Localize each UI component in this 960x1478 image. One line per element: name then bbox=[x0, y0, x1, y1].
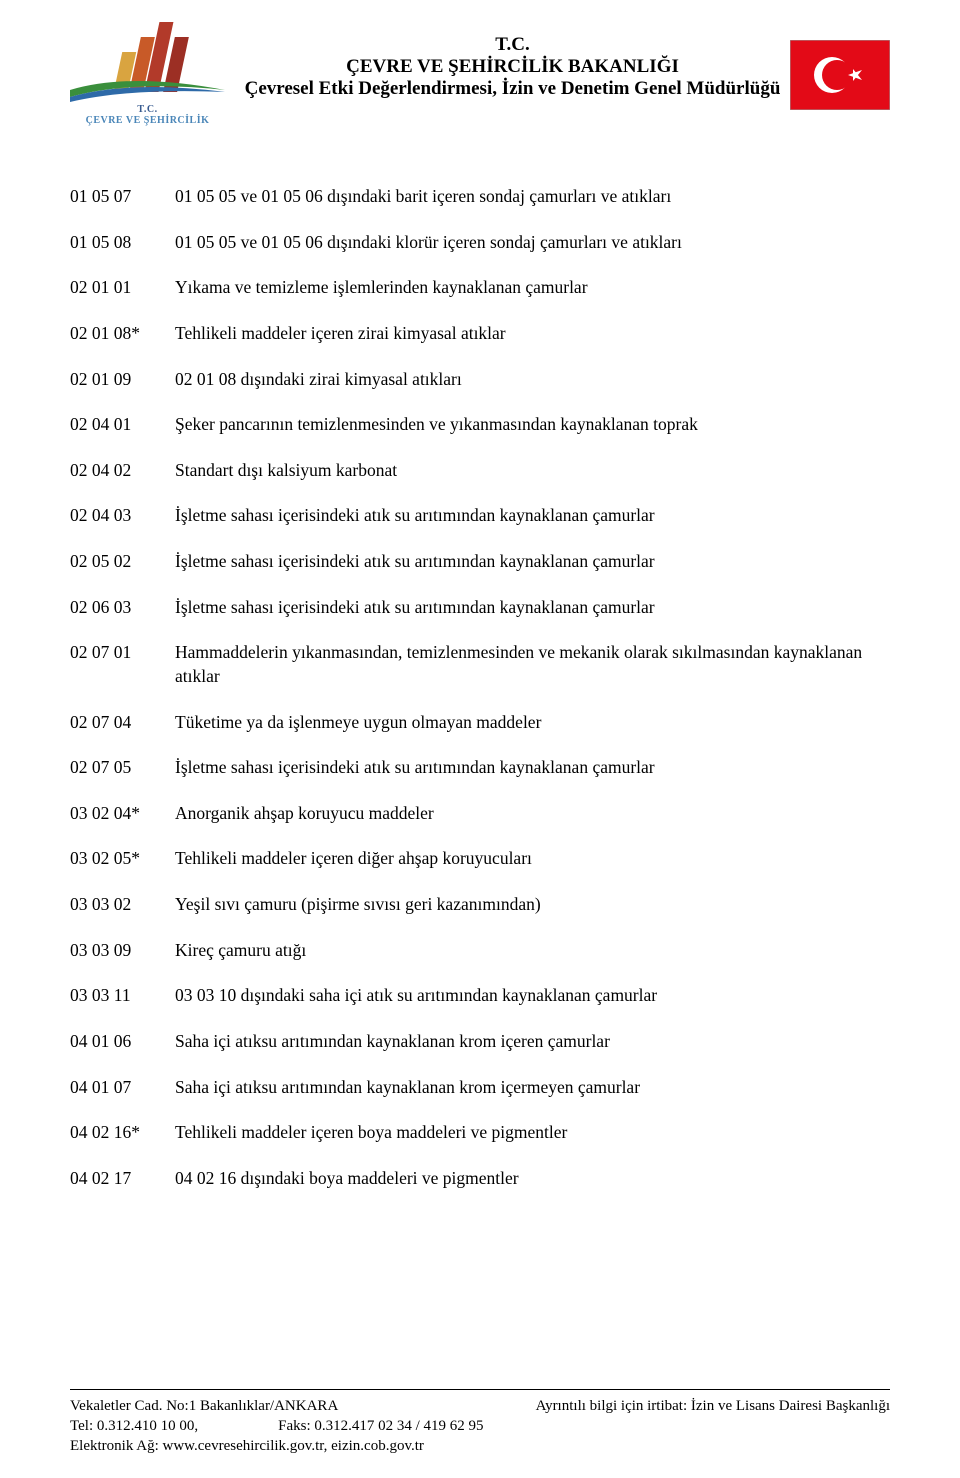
waste-code: 01 05 07 bbox=[70, 185, 175, 209]
table-row: 03 03 02Yeşil sıvı çamuru (pişirme sıvıs… bbox=[70, 893, 890, 917]
logo-tc-text: T.C. bbox=[137, 104, 157, 115]
waste-code: 02 07 01 bbox=[70, 641, 175, 665]
waste-description: Saha içi atıksu arıtımından kaynaklanan … bbox=[175, 1030, 890, 1054]
ministry-logo: T.C. ÇEVRE VE ŞEHİRCİLİK bbox=[70, 20, 225, 135]
waste-code: 02 01 08* bbox=[70, 322, 175, 346]
footer-line-1: Vekaletler Cad. No:1 Bakanlıklar/ANKARA … bbox=[70, 1398, 890, 1415]
waste-description: 04 02 16 dışındaki boya maddeleri ve pig… bbox=[175, 1167, 890, 1191]
waste-code: 02 07 04 bbox=[70, 711, 175, 735]
footer-line-3: Elektronik Ağ: www.cevresehircilik.gov.t… bbox=[70, 1438, 890, 1455]
table-row: 02 01 08*Tehlikeli maddeler içeren zirai… bbox=[70, 322, 890, 346]
footer-web: Elektronik Ağ: www.cevresehircilik.gov.t… bbox=[70, 1438, 424, 1455]
header-line2: ÇEVRE VE ŞEHİRCİLİK BAKANLIĞI bbox=[240, 56, 785, 78]
waste-description: İşletme sahası içerisindeki atık su arıt… bbox=[175, 504, 890, 528]
table-row: 02 01 0902 01 08 dışındaki zirai kimyasa… bbox=[70, 368, 890, 392]
waste-code: 02 07 05 bbox=[70, 756, 175, 780]
table-row: 02 04 01Şeker pancarının temizlenmesinde… bbox=[70, 413, 890, 437]
waste-description: 02 01 08 dışındaki zirai kimyasal atıkla… bbox=[175, 368, 890, 392]
header-line3: Çevresel Etki Değerlendirmesi, İzin ve D… bbox=[240, 78, 785, 100]
waste-description: Kireç çamuru atığı bbox=[175, 939, 890, 963]
table-row: 02 07 05İşletme sahası içerisindeki atık… bbox=[70, 756, 890, 780]
table-row: 04 02 16*Tehlikeli maddeler içeren boya … bbox=[70, 1121, 890, 1145]
header-title-block: T.C. ÇEVRE VE ŞEHİRCİLİK BAKANLIĞI Çevre… bbox=[230, 20, 785, 100]
table-row: 02 04 02Standart dışı kalsiyum karbonat bbox=[70, 459, 890, 483]
waste-code: 02 06 03 bbox=[70, 596, 175, 620]
waste-code: 03 03 11 bbox=[70, 984, 175, 1008]
waste-description: 03 03 10 dışındaki saha içi atık su arıt… bbox=[175, 984, 890, 1008]
waste-code: 04 01 06 bbox=[70, 1030, 175, 1054]
footer-fax: Faks: 0.312.417 02 34 / 419 62 95 bbox=[278, 1418, 483, 1435]
waste-description: 01 05 05 ve 01 05 06 dışındaki barit içe… bbox=[175, 185, 890, 209]
table-row: 04 01 07Saha içi atıksu arıtımından kayn… bbox=[70, 1076, 890, 1100]
table-row: 02 06 03İşletme sahası içerisindeki atık… bbox=[70, 596, 890, 620]
table-row: 01 05 0701 05 05 ve 01 05 06 dışındaki b… bbox=[70, 185, 890, 209]
waste-code: 03 03 09 bbox=[70, 939, 175, 963]
table-row: 01 05 0801 05 05 ve 01 05 06 dışındaki k… bbox=[70, 231, 890, 255]
waste-code: 04 02 17 bbox=[70, 1167, 175, 1191]
waste-description: Yeşil sıvı çamuru (pişirme sıvısı geri k… bbox=[175, 893, 890, 917]
logo-swoosh-icon bbox=[70, 72, 225, 102]
table-row: 02 01 01Yıkama ve temizleme işlemlerinde… bbox=[70, 276, 890, 300]
waste-description: Şeker pancarının temizlenmesinden ve yık… bbox=[175, 413, 890, 437]
table-row: 02 07 01Hammaddelerin yıkanmasından, tem… bbox=[70, 641, 890, 688]
waste-code: 02 01 09 bbox=[70, 368, 175, 392]
waste-description: Standart dışı kalsiyum karbonat bbox=[175, 459, 890, 483]
page-header: T.C. ÇEVRE VE ŞEHİRCİLİK T.C. ÇEVRE VE Ş… bbox=[70, 20, 890, 135]
table-row: 02 05 02İşletme sahası içerisindeki atık… bbox=[70, 550, 890, 574]
waste-code: 03 02 05* bbox=[70, 847, 175, 871]
waste-code: 02 04 03 bbox=[70, 504, 175, 528]
waste-code: 02 01 01 bbox=[70, 276, 175, 300]
waste-description: Tehlikeli maddeler içeren boya maddeleri… bbox=[175, 1121, 890, 1145]
waste-code: 02 05 02 bbox=[70, 550, 175, 574]
footer-contact: Ayrıntılı bilgi için irtibat: İzin ve Li… bbox=[536, 1398, 890, 1415]
table-row: 04 02 1704 02 16 dışındaki boya maddeler… bbox=[70, 1167, 890, 1191]
waste-code: 03 02 04* bbox=[70, 802, 175, 826]
waste-code: 01 05 08 bbox=[70, 231, 175, 255]
logo-caption: T.C. ÇEVRE VE ŞEHİRCİLİK bbox=[70, 104, 225, 126]
footer-tel: Tel: 0.312.410 10 00, bbox=[70, 1418, 198, 1435]
header-line1: T.C. bbox=[240, 34, 785, 56]
table-row: 03 03 09Kireç çamuru atığı bbox=[70, 939, 890, 963]
table-row: 04 01 06Saha içi atıksu arıtımından kayn… bbox=[70, 1030, 890, 1054]
table-row: 02 07 04Tüketime ya da işlenmeye uygun o… bbox=[70, 711, 890, 735]
waste-description: Hammaddelerin yıkanmasından, temizlenmes… bbox=[175, 641, 890, 688]
table-row: 02 04 03İşletme sahası içerisindeki atık… bbox=[70, 504, 890, 528]
waste-description: Tehlikeli maddeler içeren zirai kimyasal… bbox=[175, 322, 890, 346]
table-row: 03 02 05*Tehlikeli maddeler içeren diğer… bbox=[70, 847, 890, 871]
page-footer: Vekaletler Cad. No:1 Bakanlıklar/ANKARA … bbox=[70, 1389, 890, 1458]
waste-description: İşletme sahası içerisindeki atık su arıt… bbox=[175, 596, 890, 620]
waste-description: Tehlikeli maddeler içeren diğer ahşap ko… bbox=[175, 847, 890, 871]
footer-divider bbox=[70, 1389, 890, 1390]
waste-description: 01 05 05 ve 01 05 06 dışındaki klorür iç… bbox=[175, 231, 890, 255]
footer-address: Vekaletler Cad. No:1 Bakanlıklar/ANKARA bbox=[70, 1398, 338, 1415]
turkish-flag-icon bbox=[790, 40, 890, 110]
footer-line-2: Tel: 0.312.410 10 00, Faks: 0.312.417 02… bbox=[70, 1418, 890, 1435]
waste-description: Saha içi atıksu arıtımından kaynaklanan … bbox=[175, 1076, 890, 1100]
waste-code: 04 01 07 bbox=[70, 1076, 175, 1100]
waste-code-table: 01 05 0701 05 05 ve 01 05 06 dışındaki b… bbox=[70, 185, 890, 1190]
logo-csb-text: ÇEVRE VE ŞEHİRCİLİK bbox=[86, 115, 210, 126]
waste-code: 02 04 02 bbox=[70, 459, 175, 483]
waste-code: 02 04 01 bbox=[70, 413, 175, 437]
waste-code: 04 02 16* bbox=[70, 1121, 175, 1145]
table-row: 03 03 1103 03 10 dışındaki saha içi atık… bbox=[70, 984, 890, 1008]
waste-description: İşletme sahası içerisindeki atık su arıt… bbox=[175, 756, 890, 780]
waste-description: Tüketime ya da işlenmeye uygun olmayan m… bbox=[175, 711, 890, 735]
waste-description: Anorganik ahşap koruyucu maddeler bbox=[175, 802, 890, 826]
waste-description: İşletme sahası içerisindeki atık su arıt… bbox=[175, 550, 890, 574]
waste-code: 03 03 02 bbox=[70, 893, 175, 917]
table-row: 03 02 04*Anorganik ahşap koruyucu maddel… bbox=[70, 802, 890, 826]
waste-description: Yıkama ve temizleme işlemlerinden kaynak… bbox=[175, 276, 890, 300]
